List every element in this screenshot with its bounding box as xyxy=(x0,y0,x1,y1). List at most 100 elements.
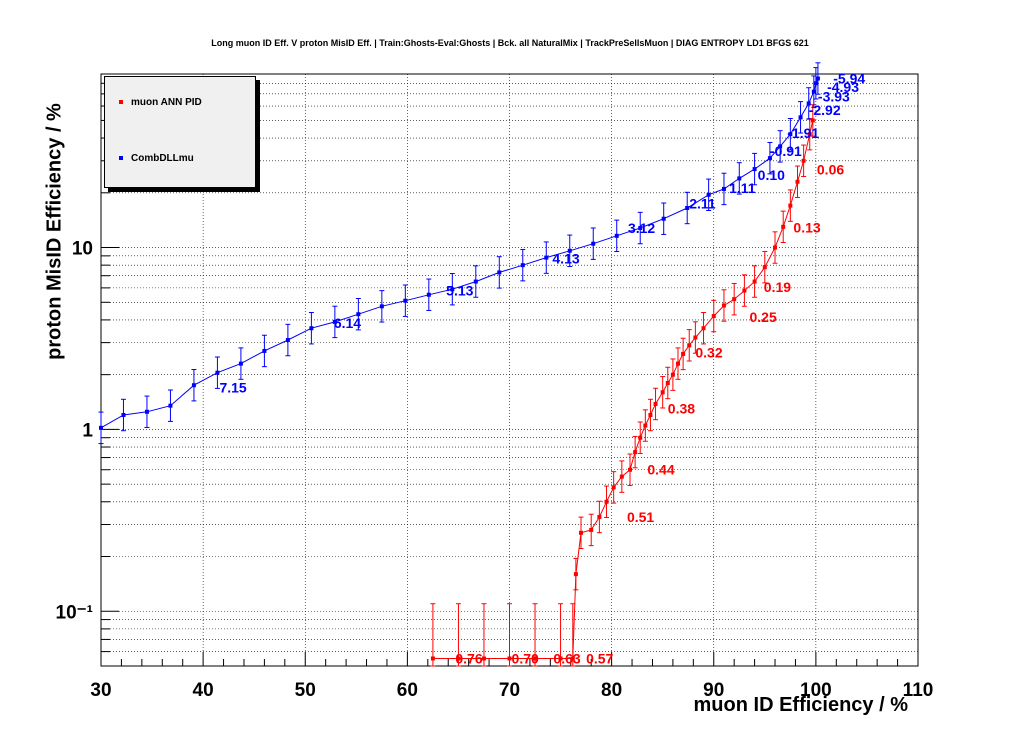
data-label: 7.15 xyxy=(219,379,246,395)
data-label: 4.13 xyxy=(552,251,579,267)
data-point xyxy=(238,361,243,366)
data-point xyxy=(788,203,793,208)
data-point xyxy=(215,370,220,375)
data-point xyxy=(379,304,384,309)
data-point xyxy=(611,485,616,490)
data-point xyxy=(619,474,624,479)
data-point xyxy=(737,176,742,181)
data-point xyxy=(643,423,648,428)
data-point xyxy=(430,656,435,661)
data-point xyxy=(520,263,525,268)
data-point xyxy=(309,326,314,331)
data-label: 0.44 xyxy=(647,462,674,478)
data-point xyxy=(473,279,478,284)
data-label: -0.91 xyxy=(770,143,802,159)
data-point xyxy=(633,450,638,455)
data-point xyxy=(638,226,643,231)
series-combdllmu: 7.15 6.14 5.13 4.13 3.12 2.11 1.110.10 -0.91 -1.… xyxy=(98,62,865,445)
data-point xyxy=(721,186,726,191)
data-label: 0.13 xyxy=(793,219,820,235)
data-point xyxy=(806,101,811,106)
data-point xyxy=(481,656,486,661)
data-point xyxy=(332,319,337,324)
x-tick-label: 30 xyxy=(90,680,111,701)
data-point xyxy=(456,656,461,661)
data-label: 2.11 xyxy=(689,195,716,211)
series-line xyxy=(432,120,814,659)
x-axis-label: muon ID Efficiency / % xyxy=(693,694,908,716)
data-point xyxy=(121,412,126,417)
data-point xyxy=(811,89,816,94)
x-tick-label: 100 xyxy=(800,680,832,701)
data-point xyxy=(450,287,455,292)
data-label: 0.76 xyxy=(455,650,482,666)
data-label: 0.57 xyxy=(586,650,613,666)
data-point xyxy=(604,499,609,504)
data-point xyxy=(168,403,173,408)
data-point xyxy=(628,467,633,472)
x-tick-label: 90 xyxy=(703,680,724,701)
data-point xyxy=(403,298,408,303)
data-point xyxy=(591,241,596,246)
y-tick-label: 1 xyxy=(82,420,93,441)
data-label: 0.51 xyxy=(627,509,654,525)
data-label: 0.70 xyxy=(512,650,539,666)
data-point xyxy=(687,343,692,348)
x-tick-label: 80 xyxy=(601,680,622,701)
legend-marker-red xyxy=(119,100,123,105)
data-point xyxy=(262,348,267,353)
data-point xyxy=(778,144,783,149)
data-point xyxy=(665,380,670,385)
data-point xyxy=(752,167,757,172)
legend-marker-blue xyxy=(119,156,123,161)
legend: muon ANN PID CombDLLmu xyxy=(104,76,256,188)
data-point xyxy=(507,656,512,661)
legend-entry-muon-ann-pid: muon ANN PID xyxy=(119,97,202,108)
data-point xyxy=(573,572,578,577)
y-tick-label: 10 xyxy=(72,239,93,260)
data-point xyxy=(681,351,686,356)
legend-entry-combdllmu: CombDLLmu xyxy=(119,153,194,164)
data-point xyxy=(788,132,793,137)
data-point xyxy=(815,76,820,81)
data-point xyxy=(773,245,778,250)
data-point xyxy=(533,656,538,661)
data-point xyxy=(752,279,757,284)
data-point xyxy=(701,326,706,331)
data-label: 0.10 xyxy=(758,167,785,183)
data-label: -2.92 xyxy=(809,102,841,118)
y-tick-label: 10⁻¹ xyxy=(56,602,94,623)
data-point xyxy=(426,292,431,297)
data-label: -4.93 xyxy=(827,79,859,95)
x-tick-label: 70 xyxy=(499,680,520,701)
data-point xyxy=(693,335,698,340)
data-label: 5.13 xyxy=(446,283,473,299)
data-point xyxy=(670,372,675,377)
data-point xyxy=(742,288,747,293)
data-point xyxy=(99,425,103,430)
data-point xyxy=(356,312,361,317)
series-muon-ann-pid: 0.76 0.70 0.63 0.57 0.51 0.44 0.38 0.32 0.25 0.19… xyxy=(430,104,844,667)
data-point xyxy=(544,255,549,260)
data-point xyxy=(144,409,149,414)
data-label: 0.06 xyxy=(817,161,844,177)
data-point xyxy=(661,216,666,221)
data-point xyxy=(798,115,803,120)
x-tick-label: 50 xyxy=(295,680,316,701)
data-point xyxy=(721,303,726,308)
data-point xyxy=(762,265,767,270)
data-point xyxy=(558,656,563,661)
data-point xyxy=(676,361,681,366)
data-point xyxy=(810,118,815,123)
series-layer: 0.76 0.70 0.63 0.57 0.51 0.44 0.38 0.32 0.25 0.19… xyxy=(98,62,865,667)
data-point xyxy=(660,390,665,395)
data-point xyxy=(732,297,737,302)
data-label: 0.19 xyxy=(764,279,791,295)
data-point xyxy=(589,527,594,532)
data-point xyxy=(578,530,583,535)
legend-label: muon ANN PID xyxy=(131,97,202,108)
data-point xyxy=(781,224,786,229)
data-point xyxy=(711,314,716,319)
